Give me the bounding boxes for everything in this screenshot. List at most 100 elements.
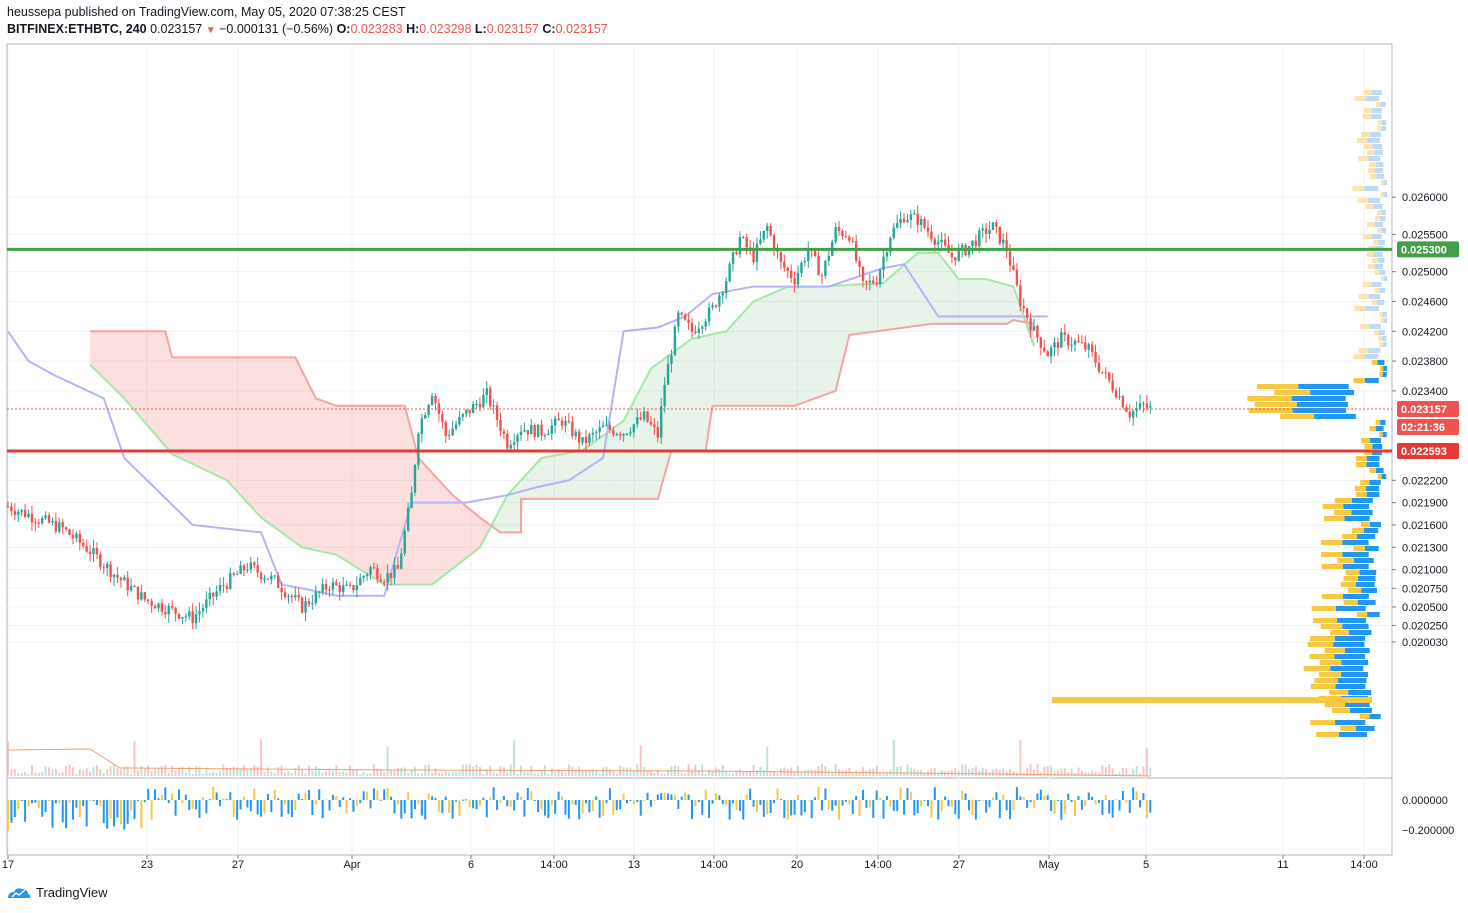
- cloud-segment: [753, 299, 757, 406]
- candle-body: [492, 405, 495, 407]
- osc-bar: [1070, 800, 1073, 802]
- cloud-segment: [657, 361, 662, 499]
- symbol-label[interactable]: BITFINEX:ETHBTC, 240: [7, 22, 147, 36]
- osc-bar: [718, 795, 721, 800]
- volume-bar: [413, 766, 416, 776]
- volume-bar: [294, 767, 297, 776]
- profile-bar-yellow: [1334, 498, 1352, 503]
- profile-bar-blue: [1342, 552, 1369, 557]
- candle-body: [215, 591, 218, 597]
- profile-bar-blue: [1344, 648, 1370, 653]
- candle-body: [112, 574, 116, 578]
- volume-bar: [1080, 770, 1083, 776]
- osc-bar: [482, 797, 485, 800]
- profile-bar-yellow: [1279, 414, 1315, 419]
- osc-bar: [1149, 800, 1152, 813]
- osc-bar: [1060, 800, 1063, 820]
- candle-body: [660, 406, 663, 438]
- osc-bar: [290, 800, 293, 818]
- osc-bar: [492, 787, 495, 800]
- candle-body: [1145, 403, 1149, 408]
- cloud-segment: [524, 472, 528, 499]
- cloud-segment: [435, 476, 439, 582]
- osc-bar: [75, 800, 78, 808]
- profile-bar-yellow: [1371, 360, 1378, 365]
- profile-bar-yellow: [1375, 420, 1381, 425]
- candle-body: [181, 617, 184, 619]
- profile-bar-yellow: [1360, 522, 1370, 527]
- osc-bar: [1026, 800, 1029, 809]
- osc-bar: [355, 800, 358, 806]
- volume-bar: [424, 765, 427, 776]
- osc-bar: [297, 793, 300, 800]
- profile-bar-blue: [1338, 732, 1367, 737]
- candle-body: [1073, 340, 1077, 345]
- volume-bar: [1063, 768, 1066, 776]
- profile-bar-yellow: [1324, 702, 1345, 707]
- profile-bar-yellow: [1340, 582, 1357, 587]
- cloud-segment: [774, 291, 778, 406]
- volume-bar: [800, 772, 803, 776]
- volume-bar: [523, 772, 526, 776]
- candle-body: [273, 575, 276, 577]
- candle-body: [512, 442, 516, 445]
- profile-bar-yellow: [1363, 90, 1372, 95]
- profile-bar-blue: [1335, 720, 1366, 725]
- profile-bar-yellow: [1364, 444, 1373, 449]
- volume-bar: [301, 769, 304, 776]
- publisher-line: heussepa published on TradingView.com, M…: [7, 5, 406, 19]
- osc-bar: [749, 788, 752, 800]
- cloud-segment: [627, 407, 631, 499]
- candle-body: [88, 551, 92, 555]
- cloud-segment: [886, 276, 891, 330]
- cloud-segment: [1010, 285, 1014, 322]
- profile-bar-blue: [1341, 660, 1369, 665]
- candle-body: [471, 404, 475, 414]
- tradingview-footer[interactable]: TradingView: [6, 885, 108, 900]
- profile-bar-yellow: [1363, 108, 1372, 113]
- candle-body: [1049, 347, 1053, 357]
- osc-bar: [773, 800, 776, 804]
- candle-body: [208, 592, 211, 600]
- profile-bar-yellow: [1352, 528, 1364, 533]
- cloud-segment: [548, 456, 552, 499]
- volume-bar: [496, 773, 499, 776]
- time-tick-label: 14:00: [540, 859, 568, 871]
- candle-body: [683, 314, 687, 320]
- osc-bar: [1056, 799, 1059, 801]
- candle-body: [307, 601, 311, 605]
- profile-bar-blue: [1381, 228, 1386, 233]
- cloud-segment: [873, 283, 877, 332]
- volume-bar: [441, 773, 444, 776]
- candle-body: [198, 611, 201, 615]
- volume-bar: [65, 766, 68, 776]
- price-tick-label: 0.025000: [1402, 267, 1448, 279]
- osc-bar: [195, 800, 198, 810]
- profile-bar-blue: [1371, 234, 1382, 239]
- osc-bar: [427, 793, 430, 800]
- volume-bar: [1077, 767, 1080, 776]
- cloud-segment: [777, 289, 781, 406]
- profile-bar-yellow: [1309, 636, 1335, 641]
- osc-bar: [407, 792, 410, 800]
- candle-body: [451, 428, 454, 436]
- profile-bar-yellow: [1310, 684, 1336, 689]
- volume-bar: [516, 773, 519, 776]
- cloud-segment: [367, 405, 371, 577]
- osc-bar: [242, 796, 245, 800]
- volume-bar: [249, 768, 252, 776]
- candle-body: [297, 595, 300, 598]
- candle-body: [540, 424, 543, 436]
- profile-bar-yellow: [1356, 612, 1368, 617]
- osc-bar: [444, 796, 447, 800]
- candle-body: [420, 418, 424, 435]
- profile-bar-yellow: [1360, 324, 1370, 329]
- candle-body: [82, 542, 85, 547]
- osc-bar: [588, 800, 591, 813]
- cloud-segment: [425, 465, 429, 585]
- volume-bar: [663, 773, 666, 776]
- osc-bar: [530, 791, 533, 800]
- cloud-segment: [579, 450, 583, 499]
- osc-bar: [814, 797, 817, 800]
